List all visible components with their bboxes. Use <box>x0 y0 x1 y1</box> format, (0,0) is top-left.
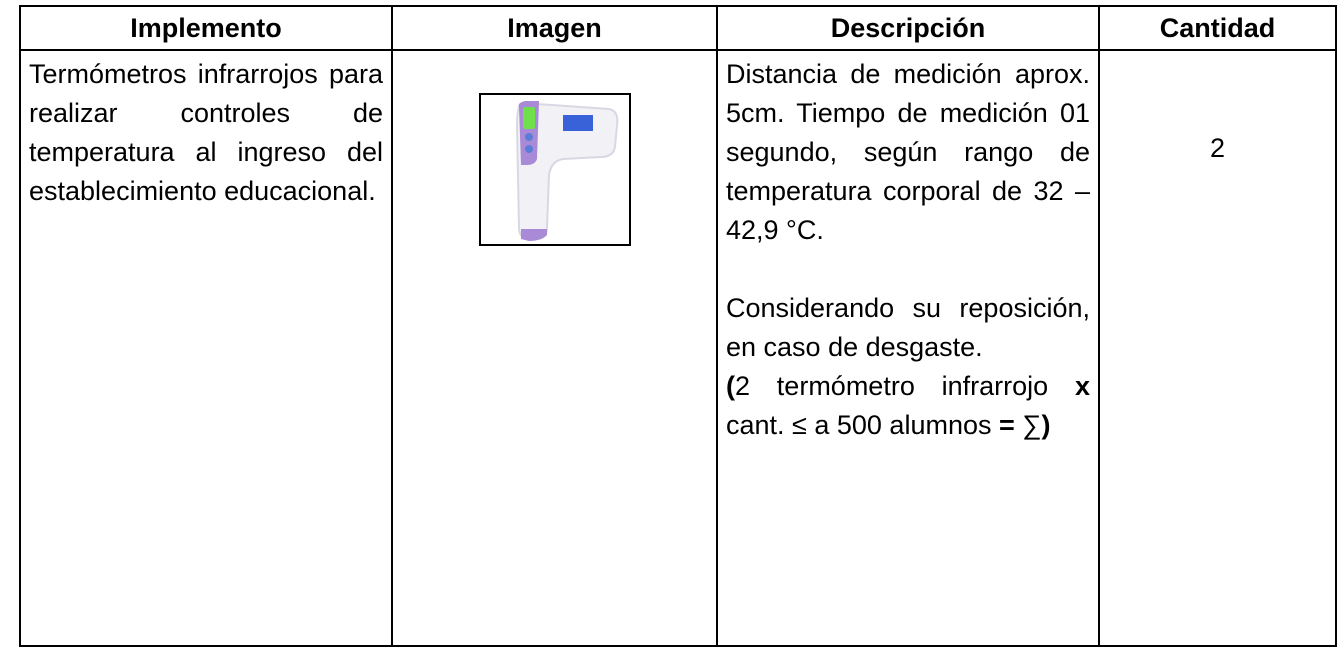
description-paragraph: Considerando su reposición, en caso de d… <box>726 293 1090 362</box>
implement-cell: Termómetros infrarrojos para realizar co… <box>19 49 393 647</box>
header-cell: Descripción <box>716 5 1100 51</box>
formula: (2 termómetro infrarrojo x cant. ≤ a 500… <box>726 367 1090 445</box>
formula-bracket: ) <box>1041 410 1051 440</box>
image-cell <box>391 49 718 647</box>
thermometer-illustration <box>515 101 618 241</box>
implement-table: Implemento Imagen Descripción Cantidad T… <box>19 5 1337 647</box>
description-paragraph: Distancia de medición aprox. 5cm. Tiempo… <box>726 59 1090 245</box>
formula-operator: = <box>999 410 1015 440</box>
body-row: Termómetros infrarrojos para realizar co… <box>19 49 1337 647</box>
formula-text: cant. ≤ a 500 alumnos <box>726 410 992 440</box>
quantity: 2 <box>1209 133 1226 163</box>
description-cell: Distancia de medición aprox. 5cm. Tiempo… <box>716 49 1100 647</box>
header-row: Implemento Imagen Descripción Cantidad <box>19 5 1337 51</box>
header-cell: Implemento <box>19 5 393 51</box>
quantity-cell: 2 <box>1098 49 1337 647</box>
implement-text: Termómetros infrarrojos para realizar co… <box>29 59 383 206</box>
formula-operator: x <box>1074 371 1090 401</box>
product-image <box>478 93 631 246</box>
header-cell: Cantidad <box>1098 5 1337 51</box>
formula-text: 2 termómetro infrarrojo <box>735 371 1049 401</box>
formula-bracket: ( <box>726 371 735 401</box>
header-cell: Imagen <box>391 5 718 51</box>
formula-symbol: ∑ <box>1022 410 1042 440</box>
